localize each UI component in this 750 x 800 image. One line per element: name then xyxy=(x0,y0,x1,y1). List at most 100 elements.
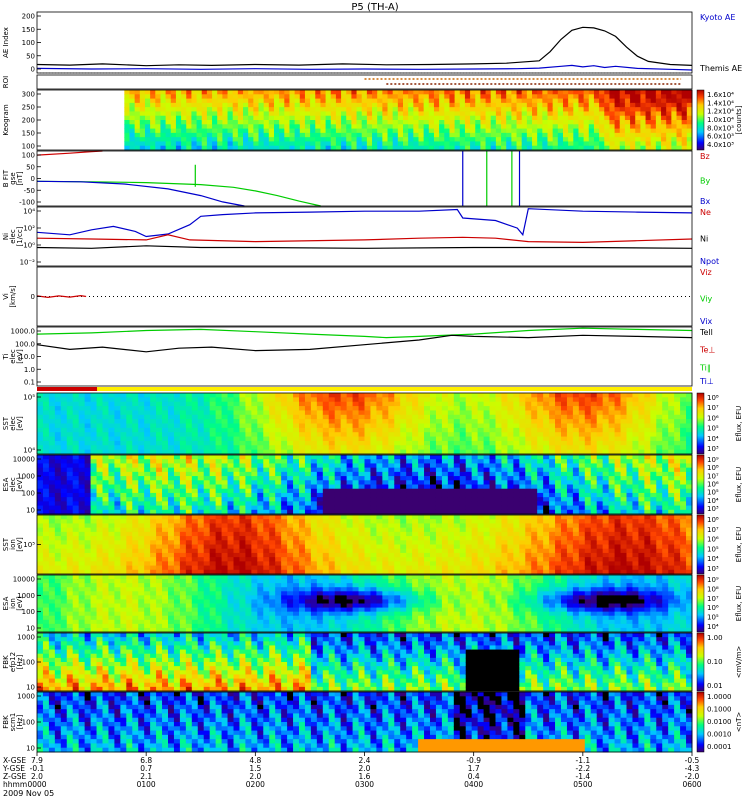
spectrogram-cell xyxy=(459,406,467,411)
spectrogram-cell xyxy=(269,410,276,416)
spectrogram-cell xyxy=(543,393,550,398)
spectrogram-cell xyxy=(84,410,92,416)
spectrogram-cell xyxy=(162,467,169,473)
spectrogram-cell xyxy=(620,484,627,490)
spectrogram-cell xyxy=(638,401,645,407)
spectrogram-cell xyxy=(644,509,651,515)
spectrogram-cell xyxy=(66,406,74,411)
spectrogram-cell xyxy=(352,423,360,429)
spectrogram-cell xyxy=(209,509,217,515)
spectrogram-cell xyxy=(526,145,533,151)
spectrogram-cell xyxy=(412,455,419,460)
spectrogram-cell xyxy=(599,90,605,95)
spectrogram-cell xyxy=(334,488,342,494)
spectrogram-cell xyxy=(477,445,485,451)
spectrogram-cell xyxy=(483,471,491,477)
spectrogram-cell xyxy=(662,467,669,473)
spectrogram-cell xyxy=(483,445,491,451)
spectrogram-cell xyxy=(418,145,425,151)
spectrogram-cell xyxy=(377,145,383,151)
spectrogram-cell xyxy=(144,449,151,455)
spectrogram-cell xyxy=(42,540,50,545)
spectrogram-cell xyxy=(72,401,80,407)
spectrogram-cell xyxy=(275,509,282,515)
spectrogram-cell xyxy=(251,393,258,398)
spectrogram-cell xyxy=(537,467,544,473)
spectrogram-cell xyxy=(287,419,294,424)
spectrogram-cell xyxy=(655,128,662,134)
spectrogram-cell xyxy=(525,492,532,498)
spectrogram-cell xyxy=(275,455,282,460)
spectrogram-cell xyxy=(341,141,347,147)
spectrogram-cell xyxy=(227,501,234,507)
spectrogram-cell xyxy=(132,471,139,477)
spectrogram-cell xyxy=(483,440,491,446)
spectrogram-cell xyxy=(435,419,443,424)
spectrogram-cell xyxy=(186,132,192,138)
spectrogram-cell xyxy=(583,120,590,125)
spectrogram-cell xyxy=(334,419,342,424)
spectrogram-cell xyxy=(596,476,604,481)
spectrogram-cell xyxy=(680,459,687,464)
spectrogram-cell xyxy=(439,115,445,121)
spectrogram-cell xyxy=(334,467,342,473)
spectrogram-cell xyxy=(485,98,492,104)
spectrogram-cell xyxy=(599,98,605,104)
spectrogram-cell xyxy=(84,488,92,494)
spectrogram-cell xyxy=(126,497,133,502)
spectrogram-cell xyxy=(78,565,86,571)
spectrogram-cell xyxy=(656,449,663,455)
spectrogram-cell xyxy=(196,111,203,117)
spectrogram-cell xyxy=(206,115,213,121)
spectrogram-cell xyxy=(269,436,276,442)
spectrogram-cell xyxy=(584,455,592,460)
spectrogram-cell xyxy=(638,459,645,464)
spectrogram-cell xyxy=(48,515,56,520)
spectrogram-cell xyxy=(310,445,318,451)
spectrogram-cell xyxy=(84,480,92,485)
spectrogram-cell xyxy=(138,401,145,407)
spectrogram-cell xyxy=(453,423,461,429)
spectrogram-cell xyxy=(428,137,435,142)
spectrogram-cell xyxy=(217,124,223,130)
spectrogram-cell xyxy=(464,132,471,138)
spectrogram-cell xyxy=(150,463,157,469)
spectrogram-cell xyxy=(114,561,121,567)
spectrogram-cell xyxy=(334,455,342,460)
spectrogram-cell xyxy=(227,488,234,494)
spectrogram-cell xyxy=(186,94,192,100)
spectrogram-cell xyxy=(666,94,672,100)
spectrogram-cell xyxy=(638,497,645,502)
spectrogram-cell xyxy=(37,492,44,498)
spectrogram-cell xyxy=(477,484,485,490)
spectrogram-cell xyxy=(156,471,163,477)
spectrogram-cell xyxy=(537,120,543,125)
spectrogram-cell xyxy=(209,476,217,481)
spectrogram-cell xyxy=(335,145,342,151)
spectrogram-cell xyxy=(447,484,455,490)
spectrogram-cell xyxy=(215,459,223,464)
spectrogram-cell xyxy=(60,501,68,507)
spectrogram-cell xyxy=(532,132,538,138)
spectrogram-cell xyxy=(150,492,157,498)
spectrogram-cell xyxy=(483,497,491,502)
spectrogram-cell xyxy=(358,440,365,446)
spectrogram-cell xyxy=(134,98,141,104)
spectrogram-cell xyxy=(471,423,479,429)
spectrogram-cell xyxy=(376,440,383,446)
spectrogram-cell xyxy=(424,497,431,502)
spectrogram-cell xyxy=(614,102,621,108)
spectrogram-cell xyxy=(126,445,133,451)
spectrogram-cell xyxy=(412,436,419,442)
spectrogram-cell xyxy=(217,145,223,151)
spectrogram-cell xyxy=(358,414,365,420)
spectrogram-cell xyxy=(179,393,187,398)
spectrogram-cell xyxy=(573,98,579,104)
spectrogram-cell xyxy=(114,548,121,554)
spectrogram-cell xyxy=(501,509,508,515)
spectrogram-cell xyxy=(227,463,234,469)
spectrogram-cell xyxy=(108,410,115,416)
spectrogram-cell xyxy=(114,540,121,545)
spectrogram-cell xyxy=(480,132,487,138)
